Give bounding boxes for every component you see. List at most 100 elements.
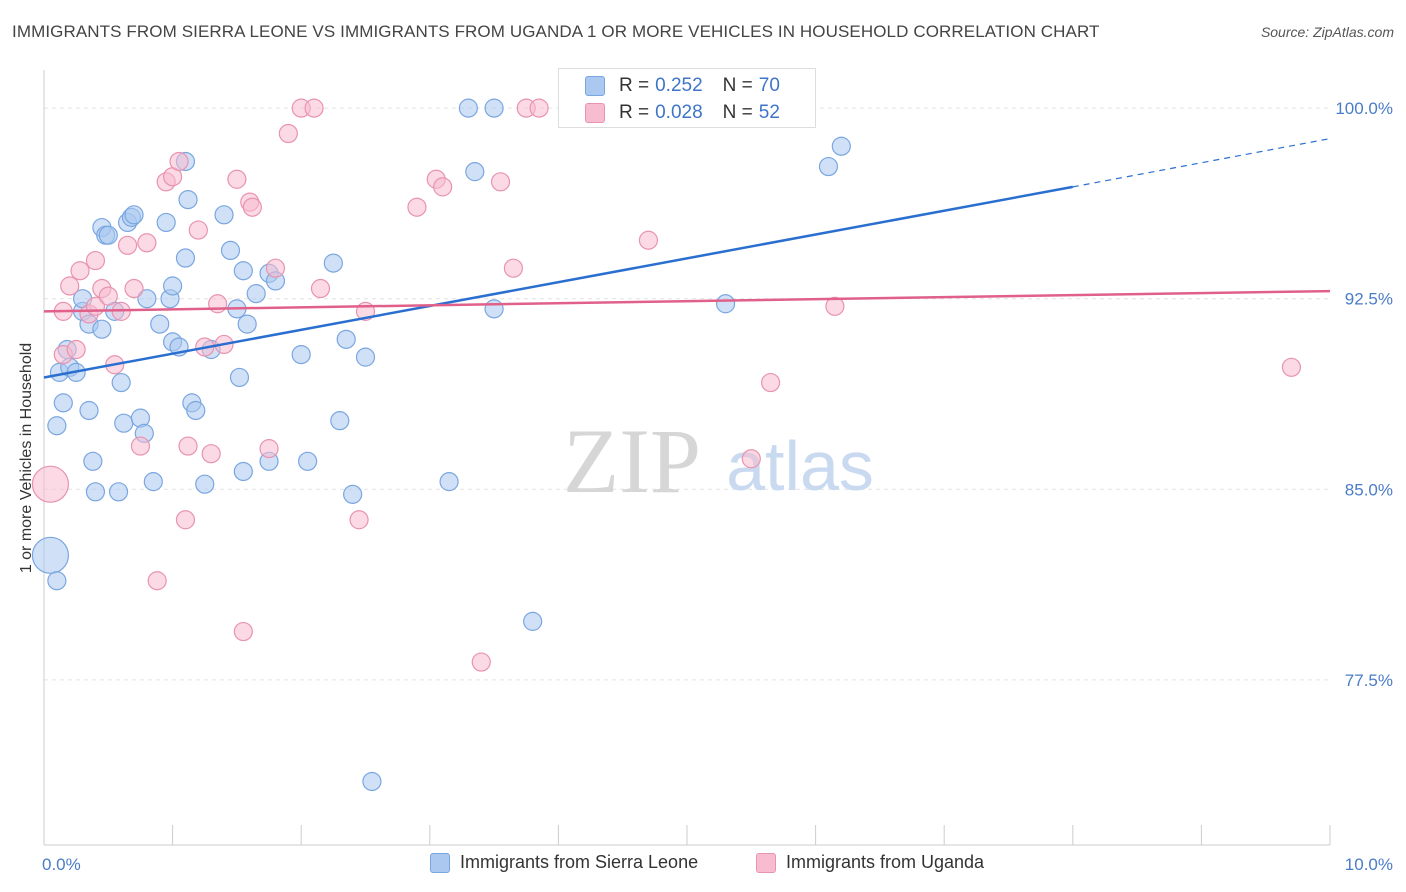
data-point (178, 436, 198, 456)
data-point (143, 472, 163, 492)
data-point (278, 123, 298, 144)
data-point (336, 329, 356, 349)
legend-item-uganda[interactable]: Immigrants from Uganda (756, 852, 984, 873)
y-tick-label: 85.0% (1345, 480, 1393, 499)
data-point (503, 258, 523, 278)
data-point (407, 197, 427, 217)
data-point (298, 451, 318, 471)
data-point (117, 235, 138, 255)
data-point (79, 400, 99, 421)
legend-n-value: 52 (758, 102, 780, 123)
source-label: Source: ZipAtlas.com (1260, 24, 1394, 40)
data-point (529, 98, 549, 118)
data-point (343, 484, 363, 504)
data-point (214, 205, 234, 225)
data-point (169, 151, 189, 172)
data-point (484, 299, 504, 319)
data-point (31, 465, 70, 503)
data-point (137, 289, 157, 309)
data-point (47, 416, 67, 436)
x-tick-label: 10.0% (1345, 855, 1393, 874)
data-point (47, 571, 67, 591)
y-tick-label: 92.5% (1345, 290, 1393, 309)
legend-swatch-sierra-leone (585, 76, 605, 96)
data-point (818, 156, 839, 177)
legend-swatch-uganda (756, 852, 776, 873)
data-point (1281, 357, 1302, 377)
trend-line (43, 185, 1074, 379)
data-point (175, 510, 196, 530)
data-point (831, 136, 851, 156)
legend-n-label: N = (722, 102, 753, 123)
data-point (433, 177, 453, 197)
data-point (229, 367, 250, 388)
data-point (31, 536, 70, 574)
data-point (163, 276, 183, 296)
data-point (233, 461, 253, 482)
data-point (304, 98, 324, 118)
legend-swatch-sierra-leone (430, 852, 450, 873)
data-point (323, 253, 343, 273)
data-point (465, 162, 485, 182)
tick-labels: 77.5% 85.0% 92.5% 100.0% 0.0% 10.0% (42, 99, 1393, 874)
data-point (83, 451, 103, 471)
data-point (355, 347, 376, 367)
data-point (150, 314, 170, 334)
x-tick-label: 0.0% (42, 855, 81, 874)
y-tick-label: 77.5% (1345, 671, 1393, 690)
data-point (220, 240, 241, 261)
data-point (124, 278, 144, 299)
data-point (638, 230, 659, 250)
data-point (53, 393, 73, 413)
legend-row-uganda: R = 0.028 N = 52 (585, 100, 780, 126)
watermark-zip: ZIP (563, 410, 701, 512)
data-point (471, 652, 491, 672)
data-point (147, 571, 167, 591)
data-point (98, 286, 118, 306)
data-point (237, 314, 257, 334)
legend-item-sierra-leone[interactable]: Immigrants from Sierra Leone (430, 852, 698, 873)
trend-line (43, 289, 1331, 313)
legend-r-value: 0.028 (655, 102, 703, 123)
series-uganda-points (31, 98, 1302, 672)
trend-line-extension (1072, 138, 1331, 188)
data-point (330, 411, 350, 431)
data-point (60, 276, 80, 296)
legend-r-label: R = (619, 102, 650, 123)
data-point (92, 319, 112, 339)
legend-swatch-uganda (585, 103, 605, 123)
data-point (825, 296, 845, 316)
data-point (310, 278, 331, 299)
data-point (490, 172, 511, 192)
legend-r-label: R = (619, 75, 650, 96)
data-point (349, 510, 369, 530)
data-point (233, 621, 253, 642)
data-point (265, 258, 286, 278)
data-point (98, 225, 118, 245)
data-point (246, 284, 266, 304)
data-point (85, 482, 106, 502)
data-point (130, 436, 151, 456)
legend-label-sierra-leone: Immigrants from Sierra Leone (460, 852, 699, 872)
legend-n-value: 70 (758, 75, 780, 96)
data-point (227, 169, 247, 189)
series-legend: Immigrants from Sierra Leone Immigrants … (0, 852, 1406, 878)
data-point (208, 294, 228, 314)
data-point (233, 261, 253, 281)
data-point (178, 189, 198, 210)
data-point (156, 212, 176, 233)
data-point (188, 220, 208, 240)
data-point (108, 482, 129, 502)
data-point (760, 372, 781, 393)
data-point (741, 449, 761, 469)
data-point (242, 197, 262, 217)
data-point (523, 611, 543, 631)
data-point (70, 261, 90, 281)
legend-n-label: N = (722, 75, 753, 96)
y-tick-label: 100.0% (1335, 99, 1393, 118)
data-point (201, 444, 221, 464)
data-point (124, 205, 144, 225)
data-point (137, 233, 157, 253)
data-point (458, 98, 478, 118)
